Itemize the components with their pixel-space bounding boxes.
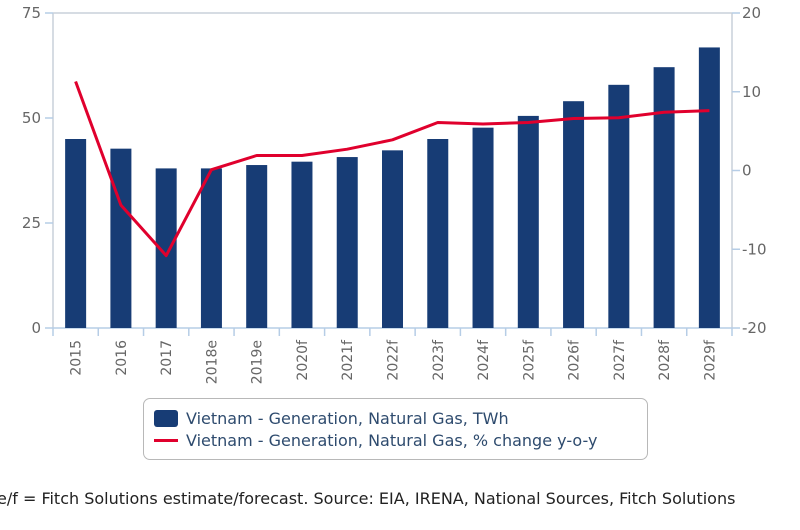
y2-tick-label: 20: [742, 4, 761, 22]
bar-2022f: [382, 150, 403, 328]
bar-2020f: [291, 161, 313, 328]
bar-2021f: [336, 157, 358, 328]
y-axis-left: 0 25 50 75: [22, 4, 53, 337]
bar-swatch-icon: [154, 409, 178, 427]
x-tick-label: 2019e: [250, 340, 266, 384]
x-tick-label: 2022f: [386, 339, 402, 381]
y2-tick-label: 0: [742, 162, 752, 180]
bar-2029f: [698, 47, 720, 328]
x-tick-label: 2023f: [431, 339, 447, 381]
y2-tick-label: 10: [742, 83, 761, 101]
x-tick-label: 2018e: [204, 340, 220, 384]
x-tick-label: 2020f: [295, 339, 311, 381]
source-footnote: e/f = Fitch Solutions estimate/forecast.…: [0, 489, 736, 508]
x-tick-label: 2021f: [340, 339, 356, 381]
y2-tick-label: -10: [742, 240, 767, 258]
bar-2016: [110, 148, 132, 328]
line-series: [74, 80, 710, 258]
y-tick-label: 75: [22, 4, 41, 22]
legend-item-bar[interactable]: Vietnam - Generation, Natural Gas, TWh: [154, 407, 647, 429]
bar-2018e: [200, 168, 222, 328]
bar-2025f: [517, 115, 539, 329]
y-tick-label: 0: [31, 319, 41, 337]
y-tick-label: 50: [22, 109, 41, 127]
bar-2027f: [608, 84, 630, 328]
x-tick-label: 2028f: [657, 339, 673, 381]
x-tick-label: 2027f: [612, 339, 628, 381]
legend: Vietnam - Generation, Natural Gas, TWh V…: [143, 398, 648, 460]
bar-series: [65, 47, 720, 329]
bar-2019e: [246, 165, 268, 328]
line-swatch-icon: [154, 438, 178, 442]
x-tick-label: 2015: [69, 340, 85, 376]
y-axis-right: -20 -10 0 10 20: [732, 4, 767, 337]
bar-2015: [65, 139, 87, 328]
legend-label: Vietnam - Generation, Natural Gas, TWh: [186, 408, 509, 428]
bar-2023f: [427, 139, 449, 328]
x-tick-label: 2017: [159, 340, 175, 376]
x-tick-label: 2024f: [476, 339, 492, 381]
x-tick-label: 2029f: [702, 339, 718, 381]
bar-2028f: [653, 67, 675, 329]
bar-2024f: [472, 127, 494, 328]
y2-tick-label: -20: [742, 319, 767, 337]
x-tick-label: 2026f: [567, 339, 583, 381]
legend-item-line[interactable]: Vietnam - Generation, Natural Gas, % cha…: [154, 429, 647, 451]
bar-2026f: [563, 101, 585, 328]
y-tick-label: 25: [22, 214, 41, 232]
legend-label: Vietnam - Generation, Natural Gas, % cha…: [186, 430, 598, 450]
x-tick-label: 2025f: [521, 339, 537, 381]
x-axis: 2015 2016 2017 2018e 2019e 2020f 2021f 2022f 202…: [52, 328, 733, 384]
x-tick-label: 2016: [114, 340, 130, 376]
bar-2017: [155, 168, 177, 328]
